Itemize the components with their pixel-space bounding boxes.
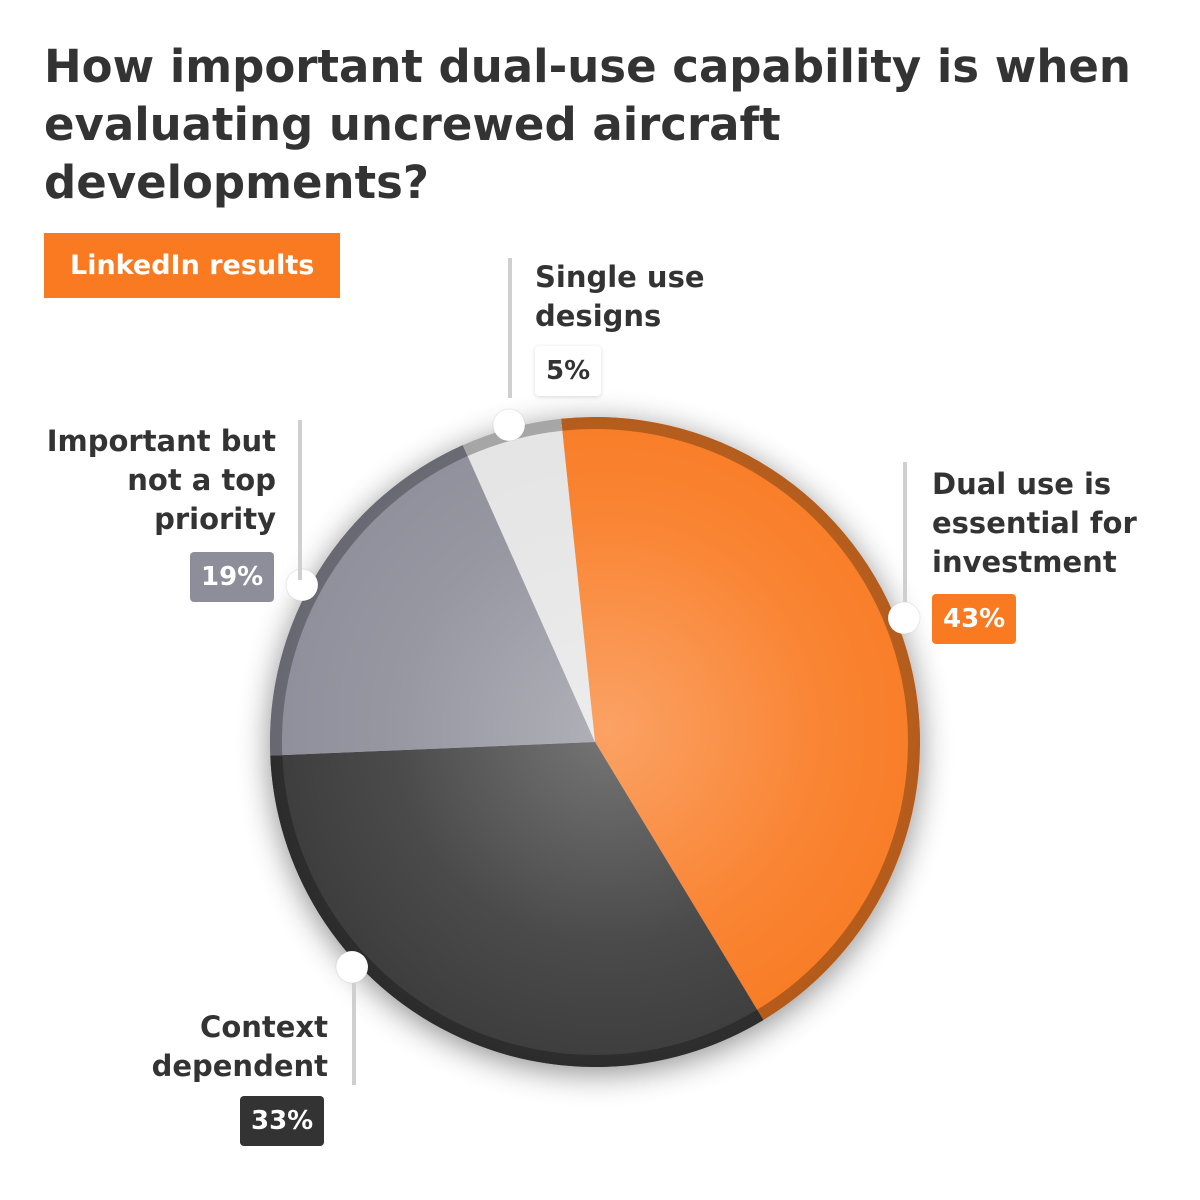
- value-single-use: 5%: [535, 346, 602, 396]
- label-important: Important but not a top priority: [46, 424, 276, 536]
- marker-context: [335, 950, 369, 984]
- source-badge: LinkedIn results: [44, 233, 341, 298]
- leader-line-dual-use: [903, 462, 907, 602]
- chart-title: How important dual-use capability is whe…: [44, 40, 1131, 209]
- label-context: Context dependent: [151, 1010, 328, 1083]
- pie-highlight: [270, 417, 920, 1067]
- value-dual-use: 43%: [932, 594, 1017, 644]
- leader-line-context: [352, 983, 356, 1085]
- marker-single-use: [492, 408, 526, 442]
- leader-line-single-use: [508, 258, 512, 398]
- value-important: 19%: [190, 552, 275, 602]
- value-context: 33%: [240, 1096, 325, 1146]
- marker-dual-use: [887, 601, 921, 635]
- label-dual-use: Dual use is essential for investment: [932, 467, 1137, 579]
- leader-line-important: [298, 420, 302, 580]
- label-single-use: Single use designs: [535, 260, 705, 333]
- marker-important: [285, 568, 319, 602]
